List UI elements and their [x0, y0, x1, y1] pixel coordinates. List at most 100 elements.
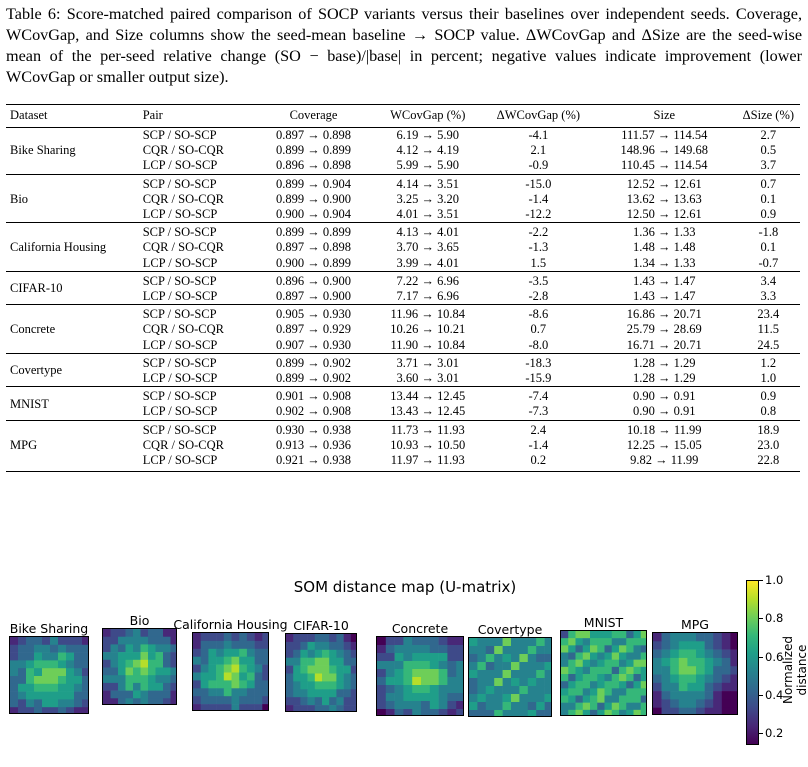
table-cell: 12.52 → 12.61 13.62 → 13.63 12.50 → 12.61 [591, 173, 737, 223]
umatrix-cell [477, 694, 487, 703]
umatrix-cell [633, 709, 642, 715]
umatrix-cell [502, 678, 512, 687]
umatrix-cell [223, 640, 232, 650]
umatrix-cell [125, 629, 134, 637]
umatrix-cell [223, 648, 232, 657]
umatrix-cell [687, 657, 697, 667]
umatrix-cell [687, 649, 697, 659]
umatrix-cell [239, 696, 248, 705]
umatrix-cell [575, 666, 584, 675]
umatrix-cell [50, 691, 59, 700]
umatrix-cell [246, 688, 255, 697]
umatrix-cell [34, 668, 43, 677]
umatrix-cell [262, 656, 268, 665]
umatrix-cell [208, 656, 217, 665]
umatrix-cell [619, 702, 627, 711]
cell-value: 0.900 → 0.899 [276, 255, 352, 270]
umatrix-cell [721, 666, 731, 675]
umatrix-cell [575, 688, 584, 696]
umatrix-cell [568, 666, 576, 675]
cell-value: 111.57 → 114.54 [621, 128, 708, 142]
umatrix-cell [385, 661, 395, 670]
umatrix-cell [511, 646, 520, 655]
umatrix-cell [133, 675, 141, 684]
umatrix-cell [125, 659, 134, 668]
colorbar-tick: 0.8 [759, 611, 783, 625]
umatrix-heatmap [376, 636, 464, 716]
umatrix-cell [661, 633, 671, 642]
umatrix-cell [34, 683, 43, 692]
umatrix-cell [421, 693, 431, 702]
umatrix-cell [403, 661, 413, 670]
umatrix-cell [377, 685, 387, 694]
umatrix-cell [74, 683, 83, 692]
umatrix-heatmap [652, 632, 738, 715]
umatrix-cell [447, 701, 457, 710]
cell-value: 148.96 → 149.68 [620, 143, 709, 158]
umatrix-cell [519, 678, 529, 687]
umatrix-cell [118, 636, 126, 645]
umatrix-cell [50, 668, 59, 677]
cell-value: 3.71 → 3.01 [396, 355, 459, 370]
umatrix-cell [582, 666, 591, 675]
umatrix-cell [730, 707, 737, 714]
umatrix-cell [429, 693, 439, 702]
cell-value: -12.2 [525, 207, 552, 222]
umatrix-cell [438, 677, 448, 686]
umatrix-cell [421, 685, 431, 694]
umatrix-cell [223, 656, 232, 665]
umatrix-cell [193, 704, 201, 710]
umatrix-cell [350, 697, 356, 706]
cell-value: 0.897 → 0.929 [276, 322, 352, 337]
umatrix-cell [721, 657, 731, 667]
umatrix-cell [208, 704, 217, 710]
umatrix-cell [536, 654, 545, 663]
umatrix-cell [223, 688, 232, 697]
umatrix-cell [322, 634, 330, 643]
umatrix-cell [200, 672, 209, 681]
umatrix-cell [611, 702, 620, 711]
umatrix-cell [148, 698, 156, 704]
umatrix-cell [163, 675, 171, 684]
cell-value: 7.17 → 6.96 [396, 289, 459, 304]
table-cell: 0.899 → 0.899 0.897 → 0.898 0.900 → 0.899 [256, 222, 371, 272]
umatrix-cell [485, 670, 495, 679]
umatrix-cell [239, 704, 248, 710]
umatrix-cell [133, 659, 141, 668]
umatrix-cell [254, 704, 263, 710]
umatrix-cell [82, 637, 88, 646]
umatrix-cell [640, 688, 646, 696]
umatrix-cell [582, 681, 591, 689]
umatrix-cell [231, 680, 240, 689]
umatrix-cell [421, 709, 431, 715]
cell-value: LCP / SO-SCP [142, 207, 218, 222]
umatrix-cell [231, 633, 240, 642]
umatrix-cell [527, 702, 537, 711]
umatrix-cell [18, 637, 27, 646]
umatrix-cell [377, 669, 387, 678]
umatrix-cell [438, 693, 448, 702]
umatrix-cell [403, 653, 413, 662]
umatrix-cell [385, 709, 395, 715]
umatrix-cell [640, 702, 646, 711]
umatrix-cell [208, 672, 217, 681]
umatrix-cell [293, 657, 301, 666]
cell-value: 23.0 [757, 437, 780, 452]
umatrix-cell [329, 689, 337, 698]
umatrix-cell [456, 677, 463, 686]
umatrix-cell [155, 682, 164, 691]
umatrix-cell [653, 699, 662, 708]
umatrix-cell [429, 677, 439, 686]
cell-value: 1.43 → 1.47 [633, 289, 696, 304]
umatrix-cell [704, 666, 714, 675]
umatrix-cell [661, 699, 671, 708]
dataset-name: MNIST [6, 386, 139, 421]
umatrix-cell [350, 689, 356, 698]
umatrix-cell [336, 641, 344, 651]
umatrix-cell [26, 660, 35, 669]
cell-value: 1.36 → 1.33 [633, 225, 696, 240]
umatrix-cell [626, 688, 634, 696]
umatrix-cell [254, 648, 263, 657]
umatrix-cell [575, 702, 584, 711]
umatrix-cell [110, 675, 119, 684]
